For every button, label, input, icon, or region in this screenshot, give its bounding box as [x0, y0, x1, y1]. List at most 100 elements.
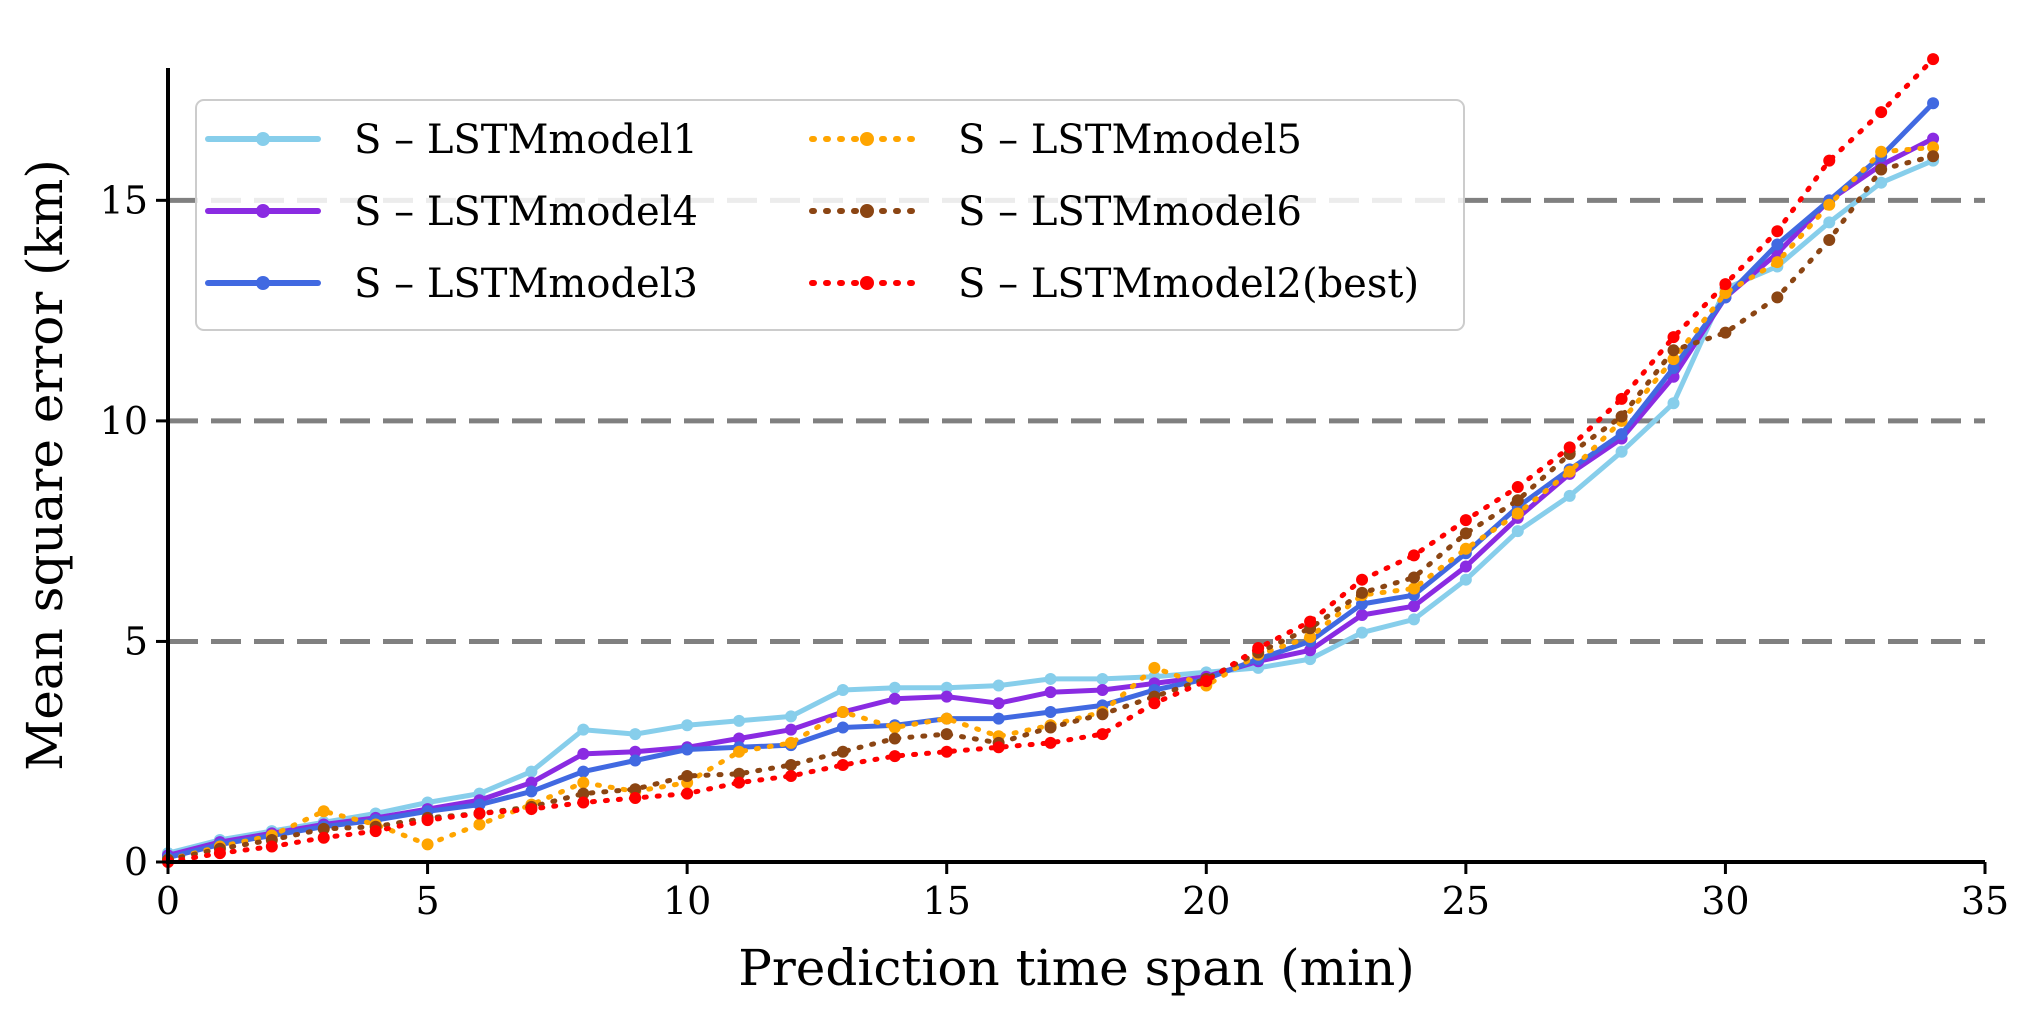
x-tick-label: 30 — [1701, 879, 1749, 923]
series-6-point — [1044, 736, 1057, 749]
series-2-point — [1927, 132, 1940, 145]
series-2-point — [1044, 686, 1057, 699]
series-6-point — [681, 787, 694, 800]
legend-box — [195, 99, 1465, 331]
series-4-point — [577, 776, 590, 789]
series-1-point — [888, 681, 901, 694]
series-6-point — [836, 758, 849, 771]
series-6-point — [1667, 331, 1680, 344]
series-6-point — [1927, 53, 1940, 66]
series-2-point — [1407, 600, 1420, 613]
series-6-point — [1771, 225, 1784, 238]
series-1-point — [940, 681, 953, 694]
series-4-point — [1667, 353, 1680, 366]
series-6-point — [1148, 697, 1161, 710]
series-6-point — [265, 840, 278, 853]
series-3-point — [1356, 597, 1369, 610]
series-5-point — [888, 732, 901, 745]
series-5-point — [784, 758, 797, 771]
series-6-point — [213, 847, 226, 860]
series-2-point — [525, 776, 538, 789]
series-4-point — [1875, 145, 1888, 158]
series-5-point — [1875, 163, 1888, 176]
series-1-point — [1304, 653, 1317, 666]
series-6-point — [1875, 106, 1888, 119]
series-2-point — [992, 697, 1005, 710]
series-5-point — [1719, 326, 1732, 339]
series-layer — [162, 53, 1940, 868]
series-1-point — [681, 719, 694, 732]
y-tick-label: 5 — [124, 619, 148, 663]
series-1-point — [577, 723, 590, 736]
legend-label: S – LSTMmodel2(best) — [958, 261, 1419, 307]
series-1-point — [1356, 626, 1369, 639]
series-4-point — [1148, 661, 1161, 674]
x-tick-label: 35 — [1961, 879, 2009, 923]
series-5-point — [1771, 291, 1784, 304]
series-6-point — [1563, 441, 1576, 454]
series-3-point — [1044, 706, 1057, 719]
series-line-6 — [165, 56, 1936, 865]
x-tick-label: 5 — [415, 879, 439, 923]
series-3-point — [992, 712, 1005, 725]
series-2-point — [577, 747, 590, 760]
series-5-point — [1615, 410, 1628, 423]
series-2-point — [733, 732, 746, 745]
legend-marker — [256, 204, 270, 218]
series-1-point — [1875, 176, 1888, 189]
series-6-point — [784, 769, 797, 782]
legend-marker — [256, 276, 270, 290]
y-tick-label: 10 — [100, 399, 148, 443]
series-3-point — [1927, 97, 1940, 110]
series-1-point — [1563, 489, 1576, 502]
x-tick-label: 0 — [156, 879, 180, 923]
series-5-point — [1511, 494, 1524, 507]
series-6-point — [1823, 154, 1836, 167]
series-1-point — [1615, 445, 1628, 458]
series-6-point — [369, 825, 382, 838]
series-5-point — [577, 787, 590, 800]
series-5-point — [836, 745, 849, 758]
series-1-point — [784, 710, 797, 723]
series-2-point — [1304, 644, 1317, 657]
series-4-point — [888, 721, 901, 734]
series-4-point — [1927, 141, 1940, 154]
x-tick-label: 25 — [1442, 879, 1490, 923]
y-tick-label: 15 — [100, 178, 148, 222]
series-6-point — [1356, 573, 1369, 586]
series-2-point — [629, 745, 642, 758]
series-5-point — [1356, 586, 1369, 599]
series-4-point — [473, 818, 486, 831]
legend-label: S – LSTMmodel1 — [354, 117, 698, 163]
series-6 — [162, 53, 1940, 868]
y-axis-title: Mean square error (km) — [16, 159, 74, 771]
legend-marker — [860, 276, 874, 290]
series-4-point — [1563, 465, 1576, 478]
legend-item-1: S – LSTMmodel1 — [205, 117, 698, 163]
series-6-point — [1096, 728, 1109, 741]
series-6-point — [629, 792, 642, 805]
series-1-point — [1096, 672, 1109, 685]
series-6-point — [525, 803, 538, 816]
series-6-point — [1304, 615, 1317, 628]
series-6-point — [1511, 481, 1524, 494]
series-6-point — [421, 814, 434, 827]
series-4-point — [784, 736, 797, 749]
series-3-point — [836, 721, 849, 734]
series-5-point — [1407, 571, 1420, 584]
series-6-point — [577, 796, 590, 809]
ticks: 0 5 10 15 20 25 30 35 0 5 10 15 — [100, 178, 2010, 923]
series-1-point — [1407, 613, 1420, 626]
series-5-point — [1667, 344, 1680, 357]
series-1-point — [992, 679, 1005, 692]
series-4-point — [1719, 286, 1732, 299]
series-3-point — [1771, 238, 1784, 251]
series-5-point — [317, 822, 330, 835]
series-5-point — [1823, 234, 1836, 247]
legend-marker — [256, 132, 270, 146]
series-5-point — [629, 783, 642, 796]
series-6-point — [317, 831, 330, 844]
series-1-point — [1823, 216, 1836, 229]
legend-item-6: S – LSTMmodel2(best) — [809, 261, 1419, 307]
series-6-point — [992, 741, 1005, 754]
